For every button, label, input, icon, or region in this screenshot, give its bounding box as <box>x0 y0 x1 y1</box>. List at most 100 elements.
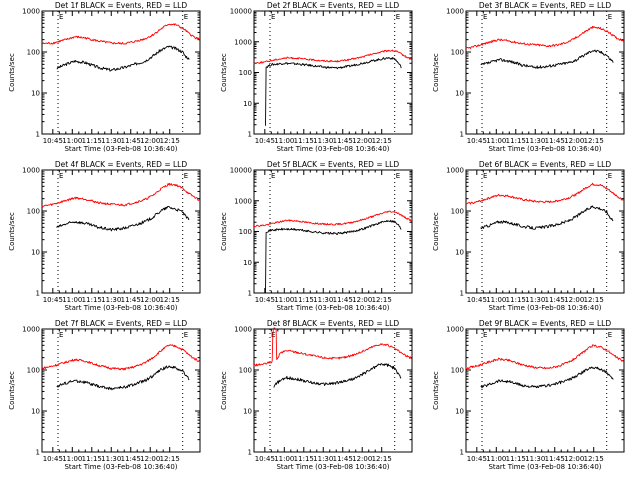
y-tick-label: 100 <box>27 367 40 375</box>
chart-title: Det 9f BLACK = Events, RED = LLD <box>479 319 612 328</box>
y-tick-label: 10 <box>31 408 40 416</box>
x-tick-label: 10:45 <box>255 455 275 463</box>
x-tick-label: 11:15 <box>506 455 526 463</box>
x-tick-label: 12:15 <box>372 296 392 304</box>
x-tick-label: 12:00 <box>140 296 160 304</box>
marker-label: E <box>483 172 487 180</box>
y-tick-label: 100 <box>451 49 464 57</box>
y-tick-label: 100 <box>451 367 464 375</box>
x-tick-label: 11:00 <box>274 455 294 463</box>
x-tick-label: 11:45 <box>121 137 141 145</box>
x-tick-label: 11:15 <box>294 296 314 304</box>
marker-label: E <box>396 331 400 339</box>
events-line <box>480 49 614 70</box>
x-tick-label: 11:00 <box>274 296 294 304</box>
events-line <box>273 363 402 388</box>
x-tick-label: 12:15 <box>584 296 604 304</box>
x-tick-label: 11:45 <box>333 137 353 145</box>
marker-label: E <box>271 13 275 21</box>
y-axis-title: Counts/sec <box>220 212 228 251</box>
y-tick-label: 10 <box>243 408 252 416</box>
x-tick-label: 11:30 <box>313 296 333 304</box>
x-tick-label: 12:15 <box>160 296 180 304</box>
lld-line <box>41 182 200 208</box>
x-tick-label: 11:15 <box>506 296 526 304</box>
x-tick-label: 12:00 <box>564 455 584 463</box>
x-axis-title: Start Time (03-Feb-08 10:36:40) <box>64 463 177 471</box>
x-tick-label: 10:45 <box>255 137 275 145</box>
x-tick-label: 11:30 <box>313 137 333 145</box>
y-tick-label: 1000 <box>446 167 464 175</box>
marker-label: E <box>608 13 612 21</box>
events-line <box>480 366 614 389</box>
panel-7: Det 7f BLACK = Events, RED = LLD 1 10 100 10… <box>8 319 201 471</box>
x-tick-label: 10:45 <box>467 296 487 304</box>
x-tick-label: 12:15 <box>160 137 180 145</box>
y-axis-title: Counts/sec <box>8 212 16 251</box>
x-tick-label: 10:45 <box>255 296 275 304</box>
x-axis-title: Start Time (03-Feb-08 10:36:40) <box>276 304 389 312</box>
y-tick-label: 10 <box>31 90 40 98</box>
y-axis-title: Counts/sec <box>220 371 228 410</box>
y-axis-title: Counts/sec <box>432 53 440 92</box>
marker-label: E <box>271 172 275 180</box>
events-line <box>265 219 402 294</box>
x-tick-label: 11:00 <box>486 455 506 463</box>
y-tick-label: 1000 <box>22 8 40 16</box>
marker-label: E <box>608 331 612 339</box>
x-axis-title: Start Time (03-Feb-08 10:36:40) <box>488 304 601 312</box>
x-tick-label: 11:45 <box>121 296 141 304</box>
x-tick-label: 12:00 <box>564 296 584 304</box>
x-tick-label: 10:45 <box>467 137 487 145</box>
x-tick-label: 12:00 <box>564 137 584 145</box>
x-axis-title: Start Time (03-Feb-08 10:36:40) <box>276 463 389 471</box>
chart-title: Det 2f BLACK = Events, RED = LLD <box>267 1 400 10</box>
y-tick-label: 10 <box>455 408 464 416</box>
lld-line <box>254 210 413 228</box>
plot-frame <box>465 169 625 294</box>
marker-label: E <box>184 331 188 339</box>
y-tick-label: 100 <box>451 208 464 216</box>
y-tick-label: 1 <box>36 131 40 139</box>
x-tick-label: 11:30 <box>101 137 121 145</box>
panel-5: Det 5f BLACK = Events, RED = LLD 1 10 100 10… <box>220 160 413 312</box>
x-tick-label: 11:00 <box>62 137 82 145</box>
x-tick-label: 11:15 <box>294 455 314 463</box>
y-tick-label: 10 <box>243 100 252 108</box>
y-axis-title: Counts/sec <box>432 212 440 251</box>
marker-label: E <box>396 172 400 180</box>
y-tick-label: 1 <box>460 449 464 457</box>
y-tick-label: 1000 <box>22 326 40 334</box>
x-tick-label: 11:45 <box>121 455 141 463</box>
y-axis-title: Counts/sec <box>8 371 16 410</box>
x-tick-label: 11:30 <box>525 137 545 145</box>
plot-frame <box>465 328 625 453</box>
x-tick-label: 11:15 <box>82 296 102 304</box>
plot-frame <box>253 10 413 135</box>
panel-9: Det 9f BLACK = Events, RED = LLD 1 10 100 10… <box>432 319 625 471</box>
x-tick-label: 11:45 <box>545 137 565 145</box>
x-tick-label: 11:15 <box>294 137 314 145</box>
y-tick-label: 10000 <box>230 8 252 16</box>
lld-line <box>465 344 625 370</box>
y-tick-label: 1000 <box>234 197 252 205</box>
y-tick-label: 1 <box>248 449 252 457</box>
chart-title: Det 1f BLACK = Events, RED = LLD <box>55 1 188 10</box>
lld-line <box>466 25 625 50</box>
x-axis-title: Start Time (03-Feb-08 10:36:40) <box>64 304 177 312</box>
x-axis-title: Start Time (03-Feb-08 10:36:40) <box>276 145 389 153</box>
y-tick-label: 10 <box>455 90 464 98</box>
x-tick-label: 10:45 <box>43 455 63 463</box>
y-tick-label: 1 <box>36 290 40 298</box>
panel-2: Det 2f BLACK = Events, RED = LLD 1 10 100 10… <box>220 1 413 153</box>
x-tick-label: 12:00 <box>352 455 372 463</box>
marker-label: E <box>396 13 400 21</box>
x-tick-label: 12:15 <box>584 455 604 463</box>
events-line <box>265 56 402 126</box>
y-tick-label: 100 <box>239 228 252 236</box>
x-tick-label: 11:15 <box>82 137 102 145</box>
y-tick-label: 1000 <box>22 167 40 175</box>
x-tick-label: 11:15 <box>82 455 102 463</box>
x-tick-label: 11:00 <box>274 137 294 145</box>
plot-frame <box>253 328 413 453</box>
